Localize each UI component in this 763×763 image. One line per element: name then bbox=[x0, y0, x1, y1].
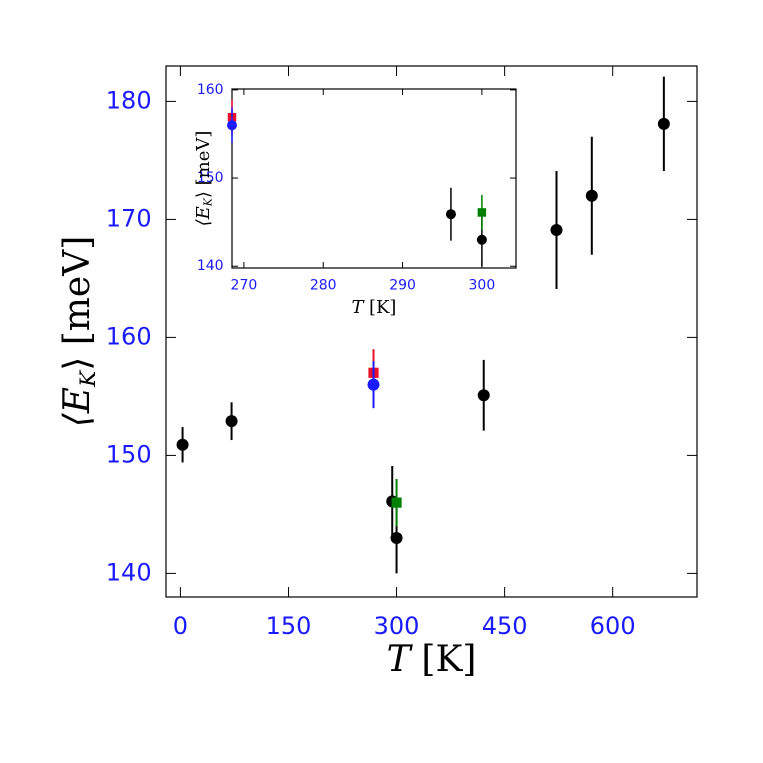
x-axis-label: T [K] bbox=[387, 639, 477, 680]
marker bbox=[585, 189, 598, 202]
marker bbox=[176, 438, 189, 451]
marker bbox=[391, 497, 402, 508]
y-label-open: ⟨E bbox=[57, 387, 98, 427]
marker bbox=[476, 234, 487, 245]
x-tick-label: 0 bbox=[173, 612, 188, 640]
x-tick-label: 290 bbox=[389, 278, 416, 294]
x-tick-label: 600 bbox=[590, 612, 636, 640]
y-tick-label: 150 bbox=[106, 440, 152, 468]
y-label-close: ⟩ [meV] bbox=[57, 236, 98, 371]
marker bbox=[225, 415, 238, 428]
marker bbox=[550, 224, 563, 237]
x-label-var: T bbox=[387, 639, 414, 680]
y-label-sub: K bbox=[76, 369, 101, 388]
inset-chart: 270 280 290 300 140 150 160 T [K] ⟨EK⟩ [meV] bbox=[193, 82, 517, 318]
y-tick-label: 160 bbox=[106, 322, 152, 350]
y-axis-label: ⟨EK⟩ [meV] bbox=[193, 131, 215, 227]
x-tick-label: 150 bbox=[266, 612, 312, 640]
marker bbox=[367, 378, 380, 391]
marker bbox=[657, 117, 670, 130]
y-tick-label: 170 bbox=[106, 204, 152, 232]
y-tick-label: 150 bbox=[197, 170, 224, 186]
y-tick-label: 140 bbox=[106, 558, 152, 586]
y-tick-label: 180 bbox=[106, 86, 152, 114]
x-axis-label: T [K] bbox=[352, 297, 397, 318]
x-label-unit: [K] bbox=[369, 297, 397, 318]
inset-background bbox=[232, 89, 516, 268]
x-tick-label: 300 bbox=[374, 612, 420, 640]
y-label-sub: K bbox=[202, 197, 215, 207]
x-label-unit: [K] bbox=[421, 639, 476, 680]
plot-frame bbox=[165, 65, 698, 598]
x-tick-label: 450 bbox=[482, 612, 528, 640]
marker bbox=[390, 532, 403, 544]
y-axis-label: ⟨EK⟩ [meV] bbox=[57, 236, 101, 428]
marker bbox=[227, 120, 237, 131]
y-label-open: ⟨E bbox=[193, 206, 214, 226]
y-tick-label: 140 bbox=[197, 258, 224, 274]
marker bbox=[477, 208, 487, 217]
x-tick-label: 280 bbox=[310, 278, 337, 294]
y-label-close: ⟩ [meV] bbox=[193, 131, 214, 199]
x-label-var: T bbox=[352, 297, 366, 318]
marker bbox=[477, 389, 490, 402]
x-tick-label: 300 bbox=[469, 278, 496, 294]
marker bbox=[445, 209, 456, 220]
x-tick-label: 270 bbox=[231, 278, 258, 294]
y-tick-label: 160 bbox=[197, 82, 224, 98]
